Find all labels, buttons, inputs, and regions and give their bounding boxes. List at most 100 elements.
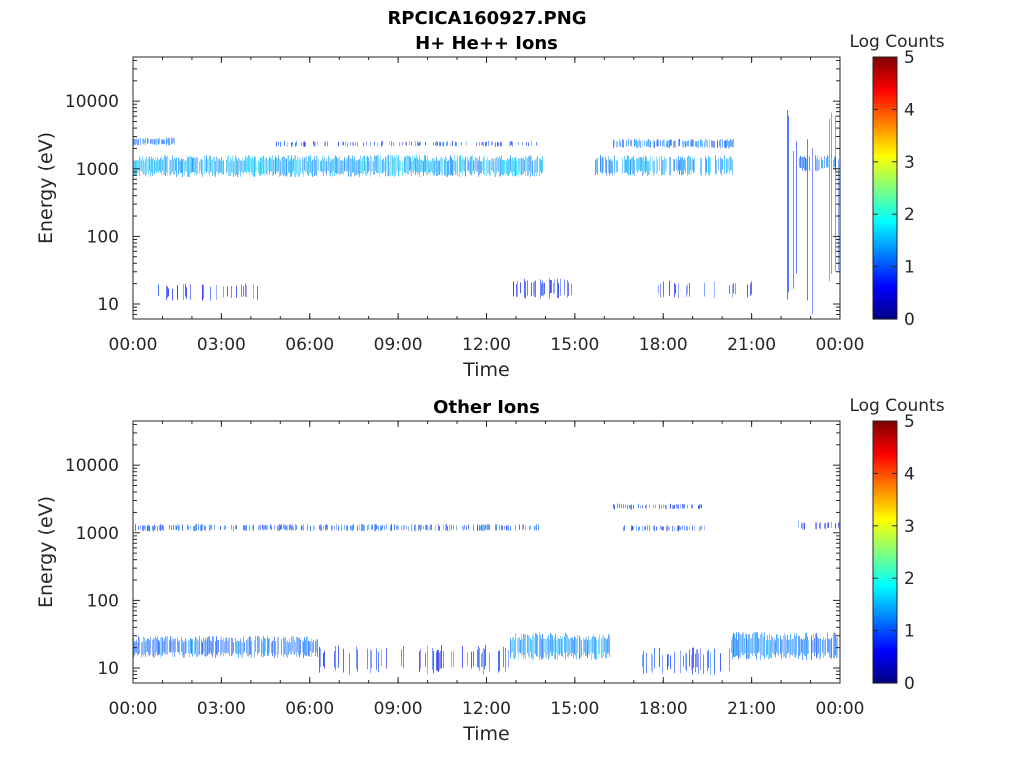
data-streak (642, 505, 643, 509)
data-streak (523, 158, 524, 175)
data-streak (233, 526, 234, 532)
data-streak (508, 650, 509, 668)
data-streak (720, 653, 721, 672)
data-streak (197, 639, 198, 657)
data-streak (782, 639, 783, 653)
data-streak (580, 638, 581, 658)
data-streak (253, 283, 254, 299)
data-streak (787, 109, 788, 300)
data-streak (315, 141, 316, 147)
data-streak (291, 636, 292, 655)
data-streak (186, 160, 187, 172)
data-streak (285, 525, 286, 530)
data-streak (662, 140, 663, 147)
data-streak (669, 140, 670, 149)
data-streak (530, 637, 531, 653)
colorbar-cell (873, 231, 897, 235)
data-streak (164, 638, 165, 654)
data-streak (437, 159, 438, 177)
y-tick-label: 10000 (65, 92, 119, 112)
data-streak (243, 636, 244, 655)
data-streak (760, 634, 761, 661)
data-streak (690, 157, 691, 171)
data-streak (510, 638, 511, 658)
data-streak (378, 155, 379, 174)
data-streak (135, 524, 136, 532)
data-streak (742, 633, 743, 655)
data-streak (143, 159, 144, 175)
y-tick-label: 100 (87, 227, 119, 247)
data-streak (401, 526, 402, 531)
data-streak (614, 155, 615, 174)
colorbar-tick-label: 5 (904, 48, 915, 68)
data-streak (287, 524, 288, 531)
colorbar-cell (873, 532, 897, 537)
data-streak (352, 155, 353, 173)
data-streak (188, 526, 189, 531)
data-streak (492, 158, 493, 171)
data-streak (464, 159, 465, 172)
colorbar-cell (873, 658, 897, 662)
data-streak (331, 525, 332, 531)
colorbar-cell (873, 494, 897, 499)
data-streak (155, 157, 156, 172)
data-streak (708, 155, 709, 175)
data-streak (183, 158, 184, 171)
data-streak (233, 161, 234, 178)
data-streak (402, 142, 403, 146)
data-streak (290, 524, 291, 530)
data-streak (476, 142, 477, 147)
data-streak (761, 632, 762, 656)
data-streak (498, 142, 499, 146)
data-streak (536, 158, 537, 177)
data-streak (218, 639, 219, 653)
data-streak (394, 524, 395, 530)
data-streak (309, 156, 310, 173)
data-streak (155, 138, 156, 145)
data-streak (627, 155, 628, 174)
data-streak (334, 651, 335, 668)
colorbar-cell (873, 294, 897, 298)
data-streak (146, 156, 147, 175)
data-streak (135, 160, 136, 175)
colorbar-cell (873, 513, 897, 518)
data-streak (542, 156, 543, 173)
data-streak (303, 524, 304, 531)
data-streak (211, 641, 212, 655)
data-streak (245, 525, 246, 531)
x-tick-label: 00:00 (816, 699, 865, 719)
data-streak (634, 138, 635, 147)
data-streak (701, 525, 702, 530)
data-streak (137, 159, 138, 175)
data-streak (639, 526, 640, 531)
data-streak (541, 160, 542, 174)
data-streak (496, 157, 497, 174)
colorbar-cell (873, 108, 897, 113)
data-streak (806, 159, 807, 170)
data-streak (357, 525, 358, 531)
data-streak (272, 641, 273, 657)
data-streak (683, 504, 684, 508)
colorbar-cell (873, 305, 897, 309)
data-streak (549, 639, 550, 658)
data-streak (174, 157, 175, 175)
data-streak (439, 160, 440, 176)
data-streak (247, 156, 248, 172)
data-streak (137, 642, 138, 656)
data-streak (215, 160, 216, 177)
data-streak (310, 525, 311, 532)
data-streak (185, 160, 186, 172)
data-streak (285, 636, 286, 655)
panel-h-he-ions: 00:00 03:00 06:00 09:00 12:00 15:00 18:00 21:00… (35, 32, 945, 381)
data-streak (454, 155, 455, 172)
data-streak (567, 634, 568, 657)
colorbar-cell (873, 500, 897, 504)
data-streak (169, 137, 170, 146)
data-streak (350, 158, 351, 178)
data-streak (481, 524, 482, 531)
data-streak (270, 156, 271, 172)
colorbar-cell (873, 122, 897, 126)
data-streak (486, 524, 487, 531)
data-streak (406, 525, 407, 530)
data-streak (732, 284, 733, 298)
